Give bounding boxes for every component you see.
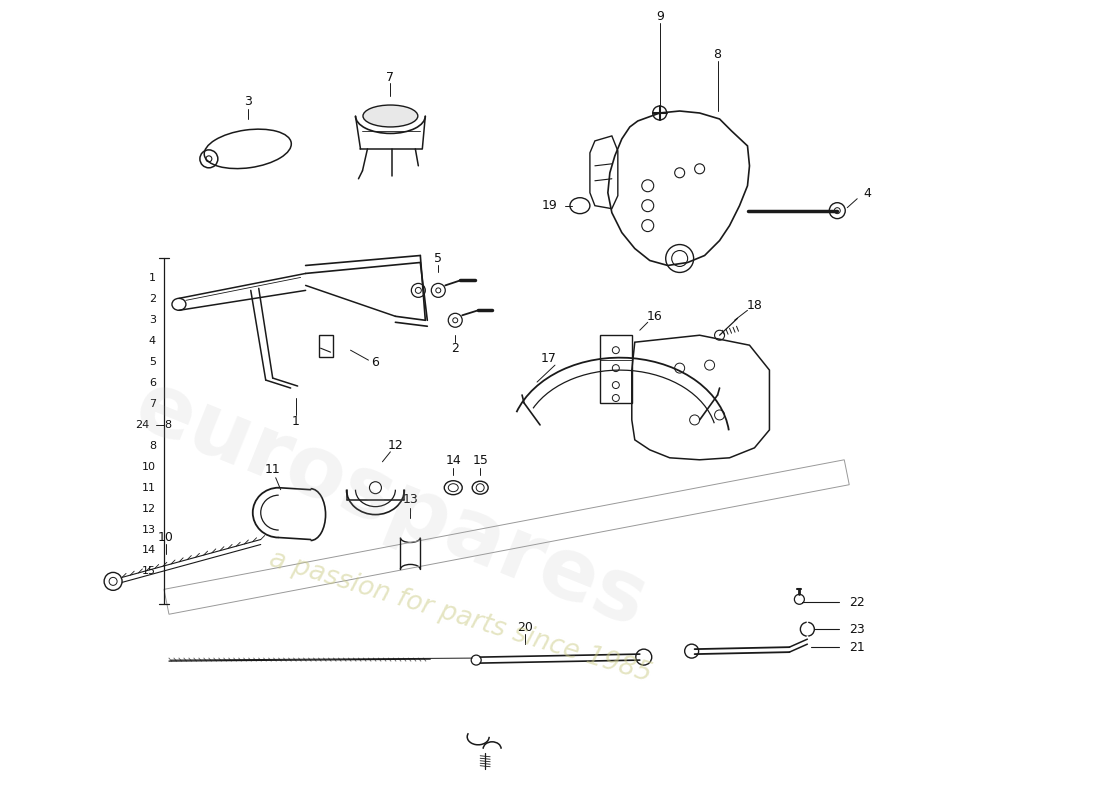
Text: 14: 14: [142, 546, 156, 555]
Ellipse shape: [363, 105, 418, 127]
Text: 8: 8: [164, 420, 170, 430]
Text: 15: 15: [472, 454, 488, 467]
Text: 22: 22: [849, 596, 865, 609]
Text: 6: 6: [148, 378, 156, 388]
Text: 8: 8: [148, 441, 156, 451]
Bar: [600, 335, 631, 403]
Text: 13: 13: [142, 525, 156, 534]
Text: 4: 4: [864, 187, 871, 200]
Text: 6: 6: [372, 356, 379, 369]
Text: a passion for parts since 1985: a passion for parts since 1985: [266, 546, 654, 688]
Text: 9: 9: [656, 10, 663, 23]
Text: 11: 11: [265, 463, 280, 476]
Text: 21: 21: [849, 641, 865, 654]
Text: 23: 23: [849, 622, 865, 636]
Text: 12: 12: [387, 439, 404, 452]
Text: 5: 5: [148, 357, 156, 367]
Text: 10: 10: [142, 462, 156, 472]
Text: 8: 8: [714, 48, 722, 61]
Text: 10: 10: [158, 531, 174, 544]
Text: 15: 15: [142, 566, 156, 577]
Text: 7: 7: [148, 399, 156, 409]
Bar: [319, 335, 332, 357]
Text: 2: 2: [148, 294, 156, 304]
Text: 1: 1: [148, 274, 156, 283]
Text: 1: 1: [292, 415, 299, 429]
Text: 5: 5: [434, 252, 442, 265]
Text: 3: 3: [244, 94, 252, 107]
Text: 7: 7: [386, 70, 395, 84]
Text: 13: 13: [403, 493, 418, 506]
Text: 24: 24: [135, 420, 149, 430]
Text: 2: 2: [451, 342, 459, 354]
Text: 20: 20: [517, 621, 534, 634]
Text: 4: 4: [148, 336, 156, 346]
Text: 12: 12: [142, 504, 156, 514]
Text: 16: 16: [647, 310, 662, 322]
Text: 14: 14: [446, 454, 461, 467]
Text: 3: 3: [148, 315, 156, 326]
Text: 11: 11: [142, 482, 156, 493]
Text: 17: 17: [541, 352, 557, 365]
Text: 19: 19: [541, 199, 557, 212]
Text: eurospares: eurospares: [122, 364, 659, 645]
Text: 18: 18: [747, 299, 762, 312]
